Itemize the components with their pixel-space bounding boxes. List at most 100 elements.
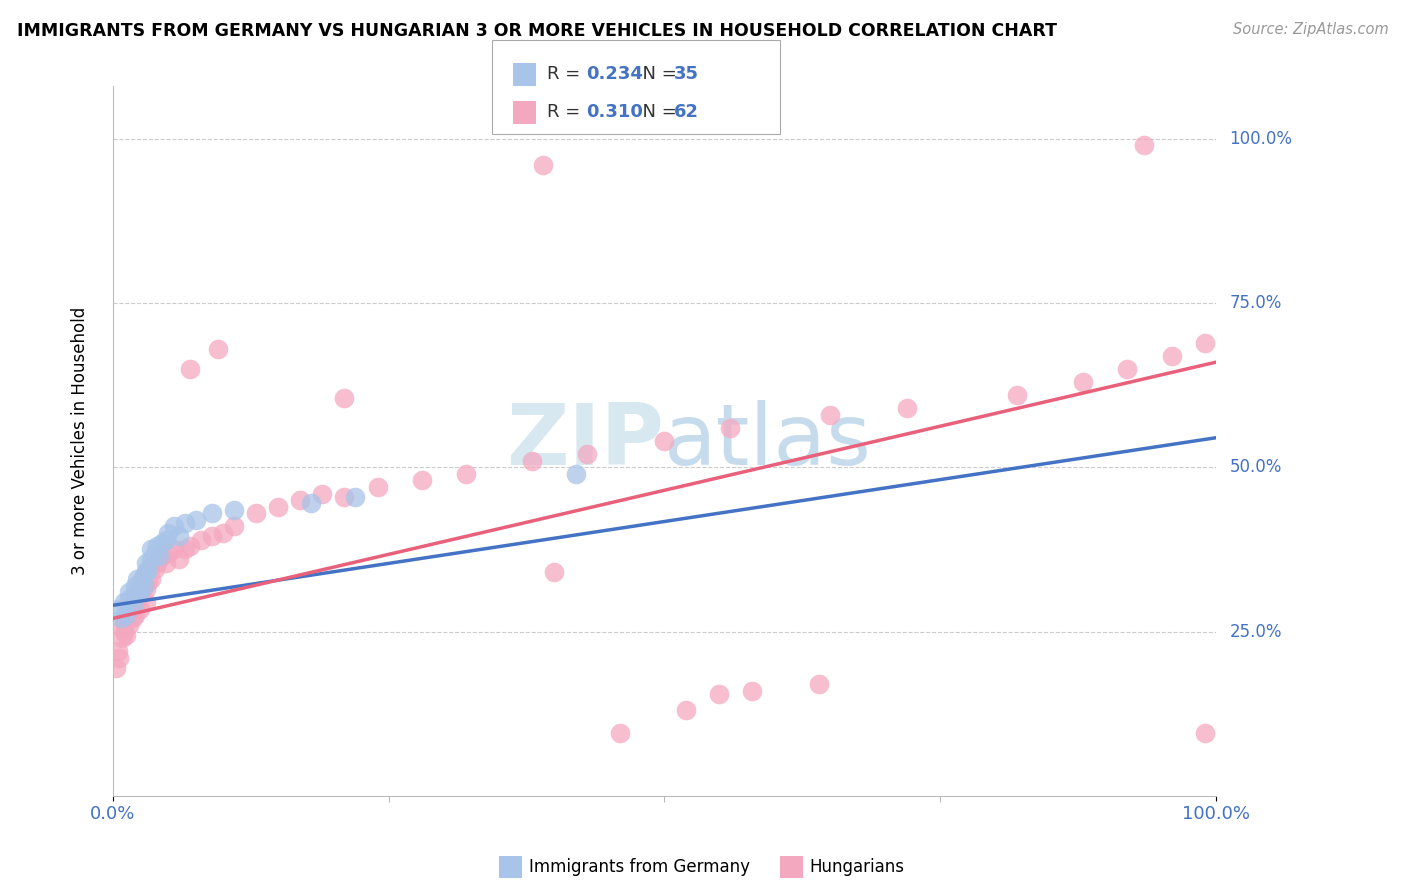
Point [127, 582, 149, 596]
Point [124, 589, 146, 603]
Point [207, 342, 229, 356]
Point [111, 621, 134, 635]
Point [146, 556, 169, 570]
Point [1073, 375, 1095, 389]
Point [179, 361, 201, 376]
Point [173, 516, 195, 531]
Point [333, 490, 356, 504]
Point [135, 582, 157, 596]
Point [818, 408, 841, 422]
Point [141, 572, 163, 586]
Point [127, 585, 149, 599]
Point [115, 611, 138, 625]
Point [118, 605, 141, 619]
Point [124, 608, 146, 623]
Point [108, 650, 131, 665]
Point [896, 401, 918, 416]
Point [118, 585, 141, 599]
Point [720, 421, 742, 435]
Point [127, 595, 149, 609]
Text: atlas: atlas [664, 400, 872, 483]
Point [201, 529, 224, 543]
Point [1160, 349, 1182, 363]
Point [111, 631, 134, 645]
Point [173, 542, 195, 557]
Text: 100.0%: 100.0% [1230, 130, 1292, 148]
Point [1194, 726, 1216, 740]
Point [675, 703, 697, 717]
Point [224, 503, 246, 517]
Point [152, 549, 174, 563]
Point [1005, 388, 1028, 402]
Text: 25.0%: 25.0% [1230, 623, 1282, 640]
Point [367, 480, 389, 494]
Text: 75.0%: 75.0% [1230, 294, 1282, 312]
Point [1116, 361, 1139, 376]
Point [127, 572, 149, 586]
Point [115, 608, 138, 623]
Point [156, 526, 179, 541]
Point [143, 546, 166, 560]
Point [311, 486, 333, 500]
Point [652, 434, 675, 448]
Point [576, 447, 599, 461]
Point [290, 493, 312, 508]
Point [110, 611, 132, 625]
Point [155, 533, 177, 547]
Point [121, 601, 143, 615]
Point [245, 506, 267, 520]
Text: 35: 35 [673, 65, 699, 83]
Point [112, 595, 135, 609]
Point [148, 549, 170, 563]
Point [132, 578, 155, 592]
Point [135, 595, 157, 609]
Point [132, 578, 155, 592]
Text: ZIP: ZIP [506, 400, 664, 483]
Point [709, 687, 731, 701]
Point [224, 519, 246, 533]
Point [201, 506, 224, 520]
Point [105, 661, 128, 675]
Point [135, 566, 157, 580]
Point [162, 542, 184, 557]
Point [129, 585, 152, 599]
Text: 62: 62 [673, 103, 699, 121]
Text: Source: ZipAtlas.com: Source: ZipAtlas.com [1233, 22, 1389, 37]
Text: R =: R = [547, 65, 586, 83]
Point [135, 566, 157, 580]
Point [118, 591, 141, 606]
Point [520, 454, 543, 468]
Point [344, 490, 367, 504]
Text: Immigrants from Germany: Immigrants from Germany [529, 858, 749, 876]
Point [141, 542, 163, 557]
Point [333, 392, 356, 406]
Point [299, 496, 322, 510]
Text: 0.234: 0.234 [586, 65, 643, 83]
Point [115, 628, 138, 642]
Point [543, 566, 565, 580]
Y-axis label: 3 or more Vehicles in Household: 3 or more Vehicles in Household [72, 307, 89, 575]
Point [167, 552, 190, 566]
Point [121, 611, 143, 625]
Text: N =: N = [631, 65, 683, 83]
Point [132, 568, 155, 582]
Point [118, 599, 141, 613]
Point [124, 591, 146, 606]
Text: 0.310: 0.310 [586, 103, 643, 121]
Point [156, 546, 179, 560]
Point [132, 568, 155, 582]
Point [1133, 138, 1156, 153]
Point [143, 562, 166, 576]
Point [112, 615, 135, 629]
Point [454, 467, 477, 481]
Point [190, 533, 212, 547]
Point [179, 539, 201, 553]
Point [136, 575, 159, 590]
Point [141, 552, 163, 566]
Point [152, 536, 174, 550]
Point [1194, 335, 1216, 350]
Point [741, 683, 763, 698]
Text: IMMIGRANTS FROM GERMANY VS HUNGARIAN 3 OR MORE VEHICLES IN HOUSEHOLD CORRELATION: IMMIGRANTS FROM GERMANY VS HUNGARIAN 3 O… [17, 22, 1057, 40]
Point [112, 624, 135, 639]
Point [129, 575, 152, 590]
